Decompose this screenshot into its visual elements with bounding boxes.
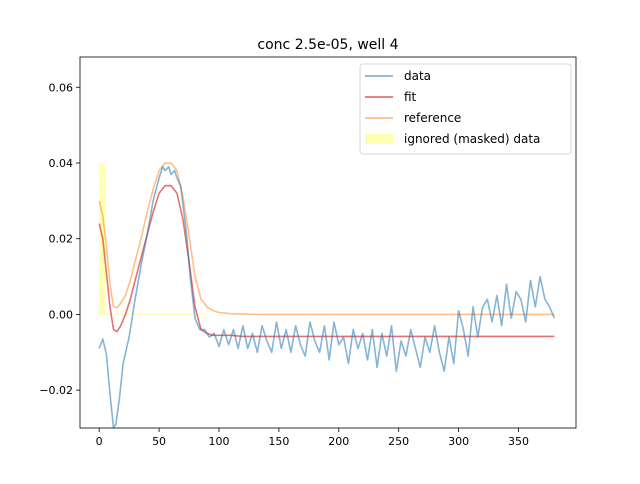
y-tick-label: 0.00 — [49, 308, 74, 321]
legend-swatch-3 — [365, 134, 393, 144]
legend: data fit reference ignored (masked) data — [359, 63, 572, 155]
y-tick-label: 0.06 — [49, 81, 74, 94]
x-tick-label: 0 — [96, 435, 103, 448]
x-tick-label: 50 — [152, 435, 166, 448]
legend-box — [359, 63, 572, 155]
legend-label: data — [404, 69, 431, 83]
plot-area — [98, 162, 556, 428]
axes-frame — [79, 56, 577, 429]
y-tick-label: −0.02 — [39, 384, 73, 397]
legend-label: reference — [404, 111, 461, 125]
x-tick-label: 200 — [328, 435, 349, 448]
x-tick-label: 300 — [448, 435, 469, 448]
x-tick-label: 350 — [508, 435, 529, 448]
x-tick-label: 250 — [388, 435, 409, 448]
legend-label: fit — [404, 90, 417, 104]
x-tick-label: 150 — [268, 435, 289, 448]
y-tick-label: 0.02 — [49, 233, 74, 246]
legend-label: ignored (masked) data — [404, 132, 540, 146]
axes-border — [79, 56, 577, 429]
series-line-data — [98, 166, 556, 428]
series-line-fit — [98, 184, 555, 338]
series-line-reference — [98, 162, 555, 316]
x-tick-label: 100 — [208, 435, 229, 448]
y-tick-label: 0.04 — [49, 157, 74, 170]
chart-title: conc 2.5e-05, well 4 — [257, 37, 398, 53]
axis-ticks: 0 50 100 150 200 250 300 350 −0.02 0.00 0.02 0.04 0.… — [39, 81, 529, 448]
